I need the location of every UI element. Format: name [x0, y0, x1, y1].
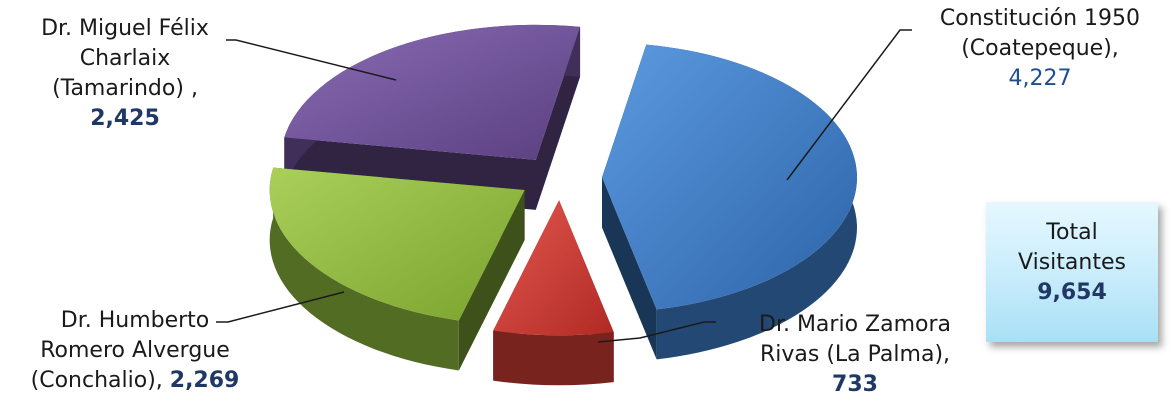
- label-line: Dr. Miguel Félix: [41, 16, 209, 41]
- label-line: Dr. Humberto: [60, 308, 210, 333]
- label-text: (Conchalio),: [30, 368, 170, 393]
- slice-tamarindo-top: [284, 24, 581, 160]
- value-label-coatepeque: 4,227: [1008, 66, 1072, 91]
- slice-conchalio-rim: [269, 167, 459, 371]
- slice-coatepeque: [601, 44, 857, 360]
- slice-tamarindo-side: [284, 26, 581, 210]
- leader-line-red: [597, 321, 716, 343]
- value-label-tamarindo: 2,425: [90, 106, 160, 131]
- label-line: Constitución 1950: [939, 6, 1141, 31]
- leader-line-purple: [226, 39, 397, 81]
- slice-la-palma-top: [493, 200, 614, 336]
- value-label-conchalio: 2,269: [169, 368, 240, 393]
- label-line: (Tamarindo) ,: [52, 76, 198, 101]
- slice-la-palma: [493, 200, 614, 386]
- slice-la-palma-rim: [493, 330, 614, 386]
- label-line: Rivas (La Palma),: [759, 342, 951, 367]
- label-line: Romero Alvergue: [40, 338, 230, 363]
- slice-label-tamarindo: Dr. Miguel Félix Charlaix (Tamarindo) , …: [0, 14, 250, 134]
- slice-coatepeque-side: [601, 44, 657, 360]
- label-line: (Coatepeque),: [961, 36, 1119, 61]
- total-visitors-box: Total Visitantes 9,654: [986, 202, 1158, 342]
- slice-label-coatepeque: Constitución 1950 (Coatepeque), 4,227: [900, 4, 1172, 94]
- slice-conchalio-top: [269, 167, 525, 321]
- total-value: 9,654: [1037, 280, 1107, 305]
- slice-tamarindo: [284, 24, 581, 210]
- value-label-la-palma: 733: [832, 372, 878, 397]
- label-line-with-value: (Conchalio), 2,269: [0, 366, 270, 396]
- slice-conchalio: [269, 167, 525, 371]
- total-label: Visitantes: [1018, 250, 1126, 275]
- leader-line-blue: [786, 29, 912, 181]
- slice-label-conchalio: Dr. Humberto Romero Alvergue (Conchalio)…: [0, 306, 270, 396]
- label-line: Dr. Mario Zamora: [759, 312, 951, 337]
- total-label: Total: [1046, 220, 1098, 245]
- slice-label-la-palma: Dr. Mario Zamora Rivas (La Palma), 733: [710, 310, 1000, 400]
- leader-line-green: [216, 291, 345, 323]
- label-line: Charlaix: [79, 46, 171, 71]
- slice-coatepeque-top: [601, 44, 857, 310]
